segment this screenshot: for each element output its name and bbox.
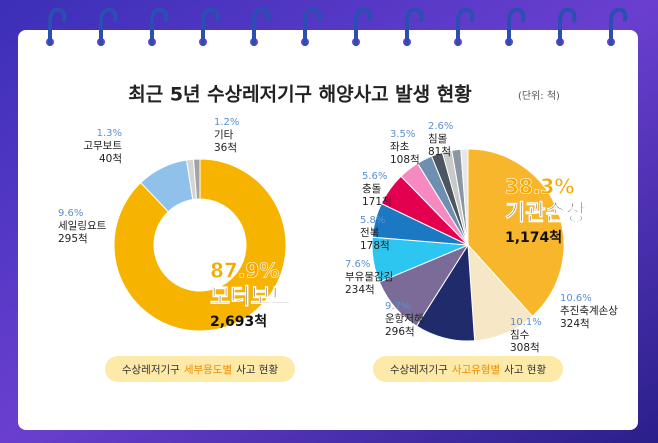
caption: 수상레저기구 사고유형별 사고 현황 bbox=[390, 364, 547, 376]
caption: 수상레저기구 세부용도별 사고 현황 bbox=[122, 364, 279, 376]
count-label: 171척 bbox=[362, 196, 392, 208]
percent-label: 5.8% bbox=[360, 215, 385, 226]
ring bbox=[405, 7, 424, 46]
percent-label: 38.3% bbox=[505, 175, 574, 199]
percent-label: 5.6% bbox=[362, 171, 387, 182]
ring bbox=[201, 7, 220, 46]
category-label: 좌초 bbox=[390, 141, 410, 153]
title: 최근 5년 수상레저기구 해양사고 발생 현황 bbox=[128, 83, 472, 106]
ring bbox=[507, 7, 526, 46]
category-label: 기타 bbox=[214, 129, 234, 141]
caption-suffix: 사고 현황 bbox=[504, 364, 546, 376]
ring bbox=[150, 7, 169, 46]
category-label: 세일링요트 bbox=[58, 219, 107, 232]
caption-pill bbox=[373, 356, 563, 382]
count-label: 296척 bbox=[385, 326, 415, 338]
percent-label: 9.7% bbox=[385, 301, 410, 312]
percent-label: 87.9% bbox=[210, 259, 279, 283]
caption-suffix: 사고 현황 bbox=[236, 364, 278, 376]
count-label: 234척 bbox=[345, 284, 375, 296]
spiral-rings bbox=[46, 7, 628, 46]
percent-label: 1.2% bbox=[214, 117, 239, 128]
percent-label: 10.1% bbox=[510, 317, 542, 328]
ring bbox=[48, 7, 67, 46]
caption-prefix: 수상레저기구 bbox=[122, 364, 180, 376]
count-label: 308척 bbox=[510, 342, 540, 354]
caption-prefix: 수상레저기구 bbox=[390, 364, 448, 376]
percent-label: 1.3% bbox=[97, 128, 122, 139]
slice bbox=[467, 148, 565, 317]
slice bbox=[113, 158, 287, 332]
percent-label: 10.6% bbox=[560, 293, 592, 304]
caption-highlight: 세부용도별 bbox=[184, 364, 232, 376]
ring bbox=[558, 7, 577, 46]
ring bbox=[609, 7, 628, 46]
ring bbox=[252, 7, 271, 46]
count-label: 108척 bbox=[390, 154, 420, 166]
count-label: 295척 bbox=[58, 233, 88, 245]
count-label: 40척 bbox=[99, 153, 122, 165]
count-label: 178척 bbox=[360, 240, 390, 252]
percent-label: 3.5% bbox=[390, 129, 415, 140]
percent-label: 7.6% bbox=[345, 259, 370, 270]
count-label: 36척 bbox=[214, 142, 237, 154]
category-label: 충돌 bbox=[362, 183, 382, 195]
ring bbox=[456, 7, 475, 46]
category-label: 전복 bbox=[360, 227, 380, 239]
category-label: 추진축계손상 bbox=[560, 305, 618, 317]
ring bbox=[99, 7, 118, 46]
unit: (단위: 척) bbox=[518, 89, 560, 102]
caption-pill bbox=[105, 356, 295, 382]
category-label: 부유물감김 bbox=[345, 271, 393, 283]
ring bbox=[303, 7, 322, 46]
slice bbox=[460, 148, 469, 246]
caption-highlight: 사고유형별 bbox=[452, 364, 500, 376]
category-label: 침몰 bbox=[428, 133, 448, 145]
count-label: 81척 bbox=[428, 146, 451, 158]
count-label: 324척 bbox=[560, 318, 590, 330]
percent-label: 9.6% bbox=[58, 208, 83, 219]
percent-label: 2.6% bbox=[428, 121, 453, 132]
category-label: 모터보트 bbox=[210, 285, 291, 310]
category-label: 침수 bbox=[510, 329, 530, 341]
count-label: 2,693척 bbox=[210, 314, 267, 330]
ring bbox=[354, 7, 373, 46]
slice bbox=[192, 158, 201, 200]
category-label: 기관손상 bbox=[505, 201, 586, 226]
category-label: 고무보트 bbox=[83, 140, 122, 152]
count-label: 1,174척 bbox=[505, 230, 562, 246]
category-label: 운항저해 bbox=[385, 312, 424, 325]
